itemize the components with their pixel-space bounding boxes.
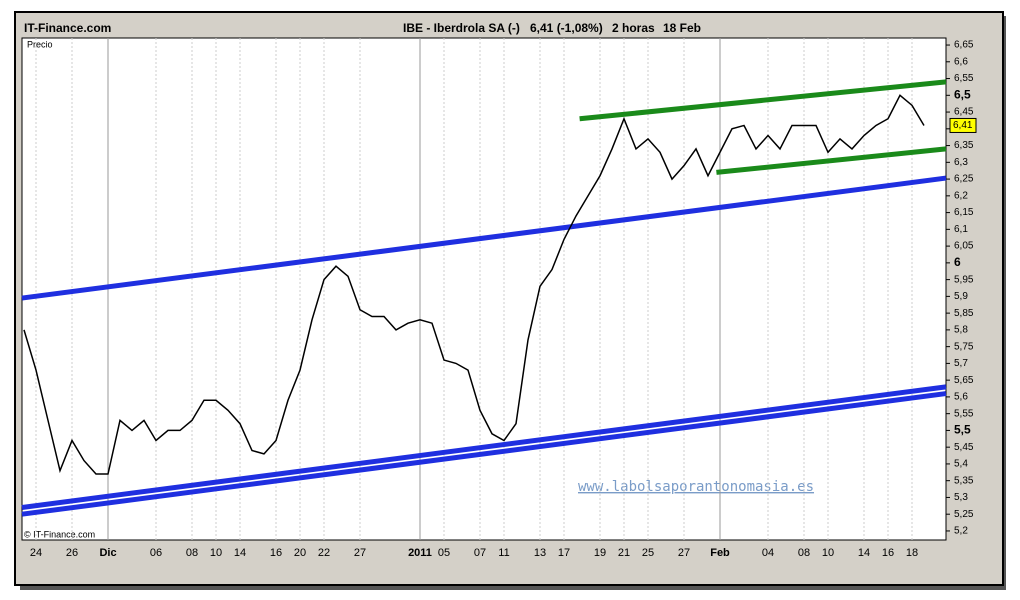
x-tick-label: 27 xyxy=(354,547,366,559)
y-tick-label: 6,55 xyxy=(954,73,974,84)
y-tick-label: 6,5 xyxy=(954,87,971,101)
x-tick-label: 08 xyxy=(798,547,810,559)
y-tick-label: 5,55 xyxy=(954,408,974,419)
x-tick-label: 25 xyxy=(642,547,654,559)
x-tick-label: 04 xyxy=(762,547,774,559)
x-tick-label: 11 xyxy=(498,547,509,559)
plot-area xyxy=(21,37,947,541)
x-tick-label: 07 xyxy=(474,547,486,559)
trendline xyxy=(21,391,947,517)
y-tick-label: 5,65 xyxy=(954,375,974,386)
trendline xyxy=(21,384,947,510)
x-tick-label: 27 xyxy=(678,547,690,559)
x-tick-label: 22 xyxy=(318,547,330,559)
x-tick-label: 10 xyxy=(210,547,222,559)
y-tick-label: 6,25 xyxy=(954,174,974,185)
x-tick-label: 2011 xyxy=(408,547,432,559)
x-tick-label: 16 xyxy=(882,547,894,559)
x-tick-label: 18 xyxy=(906,547,918,559)
x-tick-label: 20 xyxy=(294,547,306,559)
y-tick-label: 5,6 xyxy=(954,392,968,403)
x-tick-label: 13 xyxy=(534,547,546,559)
trendline xyxy=(21,175,947,301)
x-tick-label: 14 xyxy=(234,547,246,559)
x-tick-label: 24 xyxy=(30,547,42,559)
y-tick-label: 6,05 xyxy=(954,241,974,252)
y-tick-label: 6,6 xyxy=(954,56,968,67)
y-tick-label: 5,3 xyxy=(954,492,968,503)
x-tick-label: 26 xyxy=(66,547,78,559)
y-tick-label: 5,7 xyxy=(954,358,968,369)
y-tick-label: 6,15 xyxy=(954,207,974,218)
y-tick-label: 5,95 xyxy=(954,274,974,285)
trendline xyxy=(716,146,947,175)
x-tick-label: 06 xyxy=(150,547,162,559)
site-name: IT-Finance.com xyxy=(24,21,111,35)
y-tick-label: 6,2 xyxy=(954,190,968,201)
trendline xyxy=(579,79,947,122)
y-tick-label: 5,25 xyxy=(954,509,974,520)
x-tick-label: 16 xyxy=(270,547,282,559)
copyright: © IT-Finance.com xyxy=(24,529,95,539)
y-tick-label: 6,45 xyxy=(954,107,974,118)
x-tick-label: 14 xyxy=(858,547,870,559)
y-tick-label: 5,9 xyxy=(954,291,968,302)
y-tick-label: 5,45 xyxy=(954,442,974,453)
x-tick-label: 05 xyxy=(438,547,450,559)
y-tick-label: 6,35 xyxy=(954,140,974,151)
x-tick-label: 19 xyxy=(594,547,606,559)
y-tick-label: 6,65 xyxy=(954,40,974,51)
x-tick-label: 21 xyxy=(618,547,630,559)
y-tick-label: 6 xyxy=(954,255,961,269)
interval: 2 horas xyxy=(612,21,655,35)
x-tick-label: 10 xyxy=(822,547,834,559)
y-axis-label: Precio xyxy=(27,39,53,49)
x-tick-label: 17 xyxy=(558,547,570,559)
x-tick-label: Feb xyxy=(710,547,730,559)
x-tick-label: 08 xyxy=(186,547,198,559)
last-price-label: 6,41 xyxy=(953,120,973,131)
y-tick-label: 5,35 xyxy=(954,475,974,486)
y-tick-label: 5,85 xyxy=(954,308,974,319)
y-tick-label: 6,1 xyxy=(954,224,968,235)
y-tick-label: 5,5 xyxy=(954,423,971,437)
y-tick-label: 5,4 xyxy=(954,459,968,470)
chart-title: IBE - Iberdrola SA (-) xyxy=(403,21,520,35)
y-tick-label: 6,3 xyxy=(954,157,968,168)
watermark: www.labolsaporantonomasia.es xyxy=(578,479,814,495)
price-line xyxy=(23,94,925,475)
y-tick-label: 5,75 xyxy=(954,341,974,352)
y-tick-label: 5,8 xyxy=(954,325,968,336)
x-tick-label: Dic xyxy=(99,547,116,559)
y-tick-label: 5,2 xyxy=(954,526,968,537)
date: 18 Feb xyxy=(663,21,701,35)
quote: 6,41 (-1,08%) xyxy=(530,21,603,35)
last-price-tag xyxy=(949,117,977,133)
